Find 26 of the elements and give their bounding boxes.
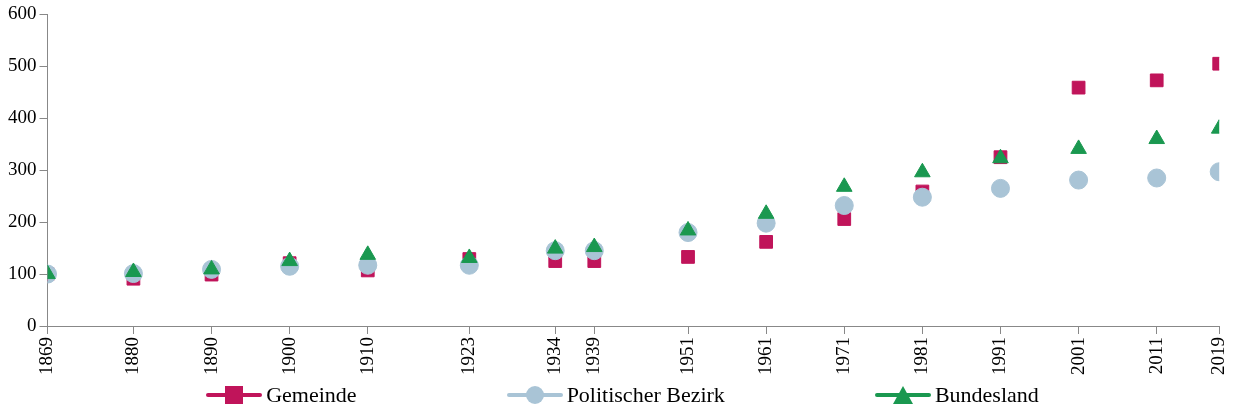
x-tick-label: 1900: [277, 337, 299, 375]
x-tick-label: 1869: [35, 337, 57, 375]
legend-label: Politischer Bezirk: [566, 382, 725, 408]
x-tick-label: 2011: [1144, 337, 1166, 375]
x-tick-label: 1923: [457, 337, 479, 375]
x-tick-label: 2001: [1066, 337, 1088, 375]
legend-label: Gemeinde: [266, 382, 357, 408]
y-tick-label: 400: [8, 106, 37, 128]
x-tick-label: 1961: [754, 337, 776, 375]
x-tick-label: 1981: [910, 337, 932, 375]
x-tick-label: 1939: [582, 337, 604, 375]
y-tick-label: 300: [8, 158, 37, 180]
x-tick-label: 1934: [543, 336, 565, 375]
x-tick-label: 2019: [1207, 337, 1229, 375]
legend-label: Bundesland: [934, 382, 1039, 408]
y-tick-label: 200: [8, 210, 37, 232]
x-tick-label: 1991: [988, 337, 1010, 375]
x-tick-label: 1951: [676, 337, 698, 375]
y-tick-label: 0: [27, 313, 37, 335]
y-tick-label: 100: [8, 262, 37, 284]
y-tick-label: 600: [8, 2, 37, 24]
x-tick-label: 1880: [121, 337, 143, 375]
x-tick-label: 1890: [199, 337, 221, 375]
x-tick-label: 1971: [832, 337, 854, 375]
x-tick-label: 1910: [355, 337, 377, 375]
y-tick-label: 500: [8, 54, 37, 76]
